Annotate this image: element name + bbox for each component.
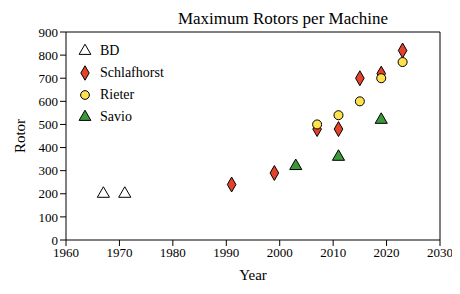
html-text:Savio: Savio — [100, 109, 132, 124]
html-text:BD: BD — [100, 43, 120, 58]
svg-text:2010: 2010 — [320, 245, 346, 260]
svg-text:200: 200 — [39, 186, 59, 201]
svg-text:700: 700 — [39, 71, 59, 86]
svg-text:100: 100 — [39, 210, 59, 225]
svg-text:600: 600 — [39, 94, 59, 109]
svg-text:800: 800 — [39, 48, 59, 63]
svg-text:2000: 2000 — [267, 245, 293, 260]
svg-text:1970: 1970 — [106, 245, 132, 260]
svg-text:2030: 2030 — [427, 245, 452, 260]
svg-text:500: 500 — [39, 117, 59, 132]
svg-text:1980: 1980 — [160, 245, 186, 260]
svg-text:300: 300 — [39, 163, 59, 178]
html-text:Rieter: Rieter — [100, 87, 135, 102]
svg-text:0: 0 — [52, 233, 59, 248]
svg-text:400: 400 — [39, 140, 59, 155]
svg-text:900: 900 — [39, 25, 59, 40]
svg-text:Rotor: Rotor — [12, 119, 28, 153]
html-text:Maximum Rotors per Machine: Maximum Rotors per Machine — [177, 9, 388, 28]
svg-text:1960: 1960 — [53, 245, 79, 261]
svg-text:2020: 2020 — [374, 245, 400, 260]
html-text:Schlafhorst: Schlafhorst — [100, 65, 164, 80]
svg-text:1990: 1990 — [213, 245, 239, 260]
svg-text:Year: Year — [239, 267, 267, 283]
